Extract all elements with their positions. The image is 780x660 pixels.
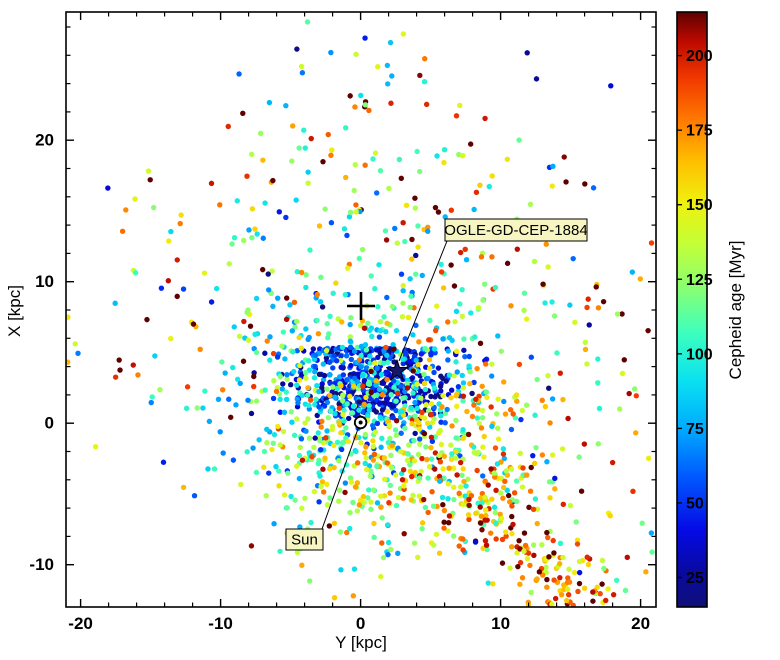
svg-text:75: 75 — [686, 421, 704, 438]
svg-text:Sun: Sun — [291, 532, 318, 549]
svg-text:10: 10 — [491, 614, 510, 633]
svg-text:100: 100 — [686, 346, 713, 363]
svg-text:175: 175 — [686, 123, 713, 140]
svg-text:200: 200 — [686, 48, 713, 65]
svg-text:0: 0 — [45, 414, 54, 433]
svg-text:-20: -20 — [68, 614, 93, 633]
svg-text:OGLE-GD-CEP-1884: OGLE-GD-CEP-1884 — [444, 222, 587, 239]
svg-text:-10: -10 — [208, 614, 233, 633]
svg-text:X [kpc]: X [kpc] — [5, 285, 24, 337]
svg-text:20: 20 — [631, 614, 650, 633]
svg-text:-10: -10 — [29, 555, 54, 574]
svg-text:Cepheid age [Myr]: Cepheid age [Myr] — [726, 241, 745, 380]
svg-text:150: 150 — [686, 197, 713, 214]
svg-text:20: 20 — [35, 131, 54, 150]
svg-text:50: 50 — [686, 495, 704, 512]
svg-text:125: 125 — [686, 272, 713, 289]
svg-text:0: 0 — [356, 614, 365, 633]
svg-text:Y [kpc]: Y [kpc] — [335, 633, 387, 652]
svg-text:25: 25 — [686, 570, 704, 587]
svg-text:10: 10 — [35, 272, 54, 291]
